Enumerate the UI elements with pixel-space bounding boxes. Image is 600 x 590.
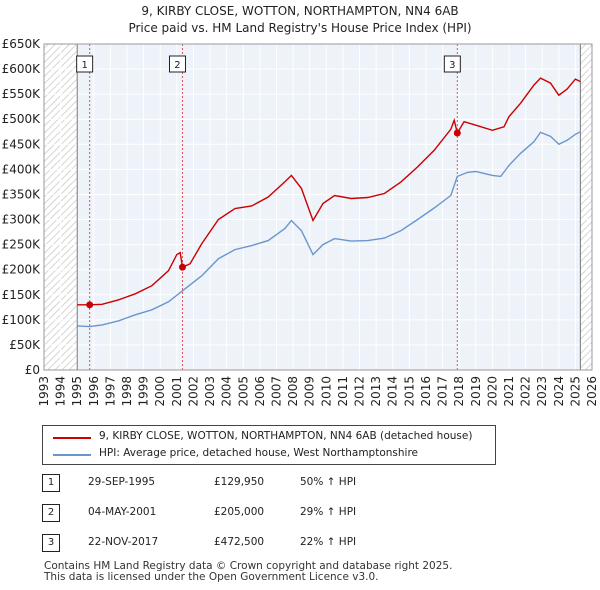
price-chart: 1 2 3 £0 £50K £100K £150K £200K £250K £300K £350K £… [2, 37, 599, 407]
x-tick-label: 1997 [103, 376, 117, 407]
sale-date: 22-NOV-2017 [88, 536, 159, 548]
sale-label-text: 2 [174, 60, 180, 71]
plot-frame [43, 43, 593, 371]
legend-label-hpi: HPI: Average price, detached house, West… [99, 447, 418, 459]
sale-hpi-change: 29% ↑ HPI [300, 506, 357, 518]
y-tick-label: £300K [2, 213, 42, 227]
x-tick-label: 1998 [120, 376, 134, 407]
y-tick-label: £150K [2, 288, 42, 302]
x-tick-label: 2021 [502, 376, 516, 407]
x-tick-label: 2023 [535, 376, 549, 407]
sale-price: £205,000 [214, 506, 265, 518]
footer-license: This data is licensed under the Open Gov… [44, 571, 379, 583]
sale-hpi-change: 50% ↑ HPI [300, 476, 357, 488]
sale-row-1: 1 29-SEP-1995 £129,950 50% ↑ HPI [42, 474, 462, 492]
sale-date: 29-SEP-1995 [88, 476, 156, 488]
y-tick-label: £650K [2, 37, 42, 51]
x-tick-label: 1995 [70, 376, 84, 407]
x-tick-label: 2018 [452, 376, 466, 407]
x-tick-label: 2022 [519, 376, 533, 407]
x-tick-label: 1994 [54, 376, 68, 407]
x-tick-label: 2006 [253, 376, 267, 407]
x-tick-label: 2004 [220, 376, 234, 407]
y-tick-label: £50K [9, 338, 41, 352]
y-tick-label: £200K [2, 263, 42, 277]
y-tick-label: £500K [2, 112, 42, 126]
sale-hpi-change: 22% ↑ HPI [300, 536, 357, 548]
x-tick-label: 2007 [269, 376, 283, 407]
x-tick-label: 2015 [402, 376, 416, 407]
sale-price: £129,950 [214, 476, 265, 488]
x-tick-label: 2011 [336, 376, 350, 407]
sale-label-box [168, 55, 186, 73]
x-tick-label: 2026 [585, 376, 599, 407]
x-tick-label: 2025 [568, 376, 582, 407]
y-tick-label: £550K [2, 87, 42, 101]
x-tick-label: 2001 [170, 376, 184, 407]
x-tick-label: 2009 [303, 376, 317, 407]
x-tick-label: 2000 [153, 376, 167, 407]
y-tick-label: £450K [2, 137, 42, 151]
x-tick-label: 2016 [419, 376, 433, 407]
hatch-region-end [580, 44, 592, 370]
x-tick-label: 2014 [386, 376, 400, 407]
x-tick-label: 2010 [319, 376, 333, 407]
footer-copyright: Contains HM Land Registry data © Crown c… [44, 560, 453, 572]
y-tick-label: £350K [2, 187, 42, 201]
x-tick-label: 2005 [236, 376, 250, 407]
sale-number: 3 [42, 534, 60, 552]
x-tick-label: 2012 [353, 376, 367, 407]
y-tick-label: £100K [2, 313, 42, 327]
x-tick-label: 2020 [485, 376, 499, 407]
chart-title: 9, KIRBY CLOSE, WOTTON, NORTHAMPTON, NN4… [141, 4, 459, 18]
legend-swatch-hpi [53, 454, 91, 456]
sale-label-box [443, 55, 461, 73]
sale-label-text: 3 [449, 60, 455, 71]
sale-row-3: 3 22-NOV-2017 £472,500 22% ↑ HPI [42, 534, 462, 552]
plot-area [44, 44, 592, 370]
x-tick-label: 2019 [469, 376, 483, 407]
sale-label-text: 1 [81, 60, 87, 71]
x-tick-label: 2017 [436, 376, 450, 407]
sale-number: 1 [42, 474, 60, 492]
legend-label-property: 9, KIRBY CLOSE, WOTTON, NORTHAMPTON, NN4… [99, 430, 473, 442]
sale-date: 04-MAY-2001 [88, 506, 157, 518]
y-tick-label: £600K [2, 62, 42, 76]
sale-row-2: 2 04-MAY-2001 £205,000 29% ↑ HPI [42, 504, 462, 522]
sale-label-box [76, 55, 94, 73]
x-tick-label: 2008 [286, 376, 300, 407]
sale-price: £472,500 [214, 536, 265, 548]
y-tick-label: £250K [2, 238, 42, 252]
x-tick-label: 1996 [87, 376, 101, 407]
x-tick-label: 1999 [137, 376, 151, 407]
series-line-hpi [77, 131, 581, 328]
sale-point [178, 263, 186, 271]
sale-point [86, 301, 94, 309]
footer: Contains HM Land Registry data © Crown c… [44, 561, 452, 583]
legend-swatch-property [53, 437, 91, 439]
y-tick-label: £400K [2, 162, 42, 176]
x-tick-label: 2024 [552, 376, 566, 407]
x-tick-label: 1993 [37, 376, 51, 407]
sale-point [453, 129, 461, 137]
x-tick-label: 2002 [186, 376, 200, 407]
sale-number: 2 [42, 504, 60, 522]
legend: 9, KIRBY CLOSE, WOTTON, NORTHAMPTON, NN4… [42, 425, 496, 465]
chart-subtitle: Price paid vs. HM Land Registry's House … [128, 21, 472, 35]
series-line-property [77, 77, 581, 306]
x-tick-label: 2003 [203, 376, 217, 407]
y-tick-label: £0 [25, 363, 40, 377]
x-tick-label: 2013 [369, 376, 383, 407]
